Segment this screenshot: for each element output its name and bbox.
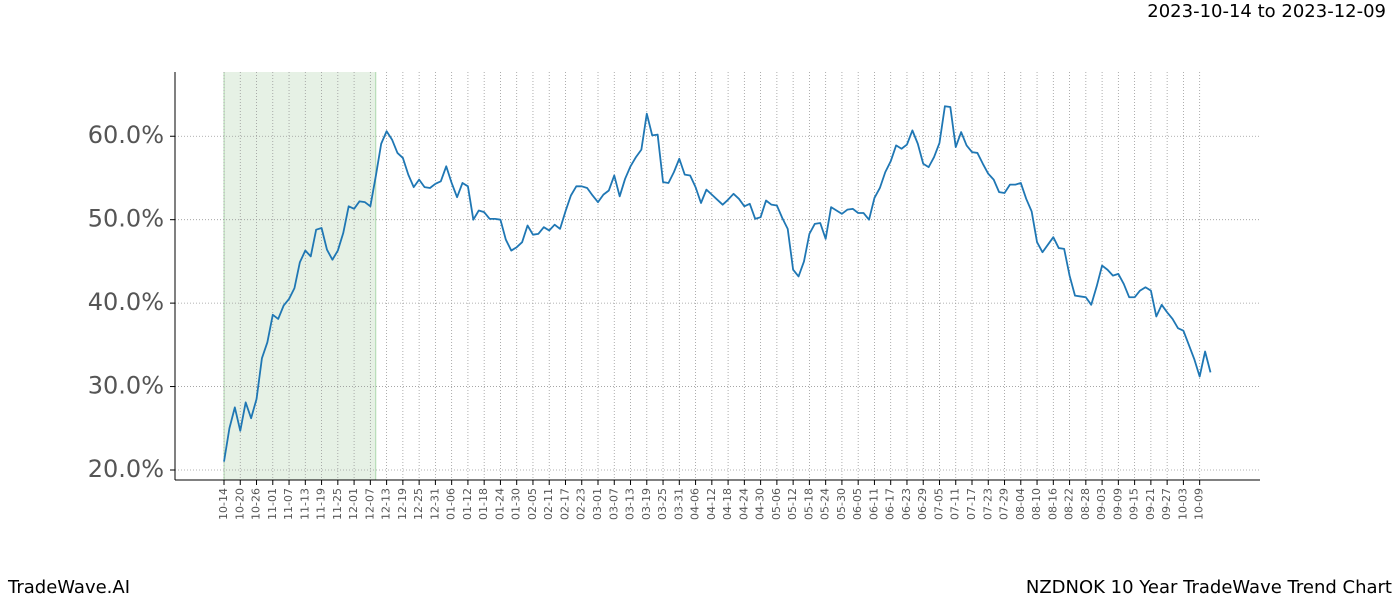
x-tick-label: 05-24 (819, 488, 832, 520)
date-range: 2023-10-14 to 2023-12-09 (1147, 1, 1386, 22)
x-tick-label: 01-30 (510, 488, 523, 520)
chart-title: NZDNOK 10 Year TradeWave Trend Chart (1026, 577, 1392, 598)
x-tick-label: 11-07 (282, 488, 295, 520)
x-tick-label: 12-07 (363, 488, 376, 520)
x-tick-label: 08-10 (1030, 488, 1043, 520)
x-tick-label: 07-11 (949, 488, 962, 520)
x-tick-label: 08-16 (1046, 488, 1059, 520)
x-tick-label: 08-28 (1079, 488, 1092, 520)
x-tick-label: 10-26 (250, 488, 263, 520)
x-tick-label: 02-17 (558, 488, 571, 520)
x-tick-label: 09-21 (1144, 488, 1157, 520)
x-tick-label: 07-05 (932, 488, 945, 520)
x-tick-label: 10-09 (1193, 488, 1206, 520)
x-tick-label: 06-05 (851, 488, 864, 520)
x-tick-label: 07-29 (998, 488, 1011, 520)
y-tick-label: 50.0% (88, 205, 164, 233)
x-tick-label: 12-19 (396, 488, 409, 520)
x-tick-label: 05-12 (786, 488, 799, 520)
x-tick-label: 04-30 (754, 488, 767, 520)
y-tick-label: 60.0% (88, 121, 164, 149)
x-tick-label: 03-01 (591, 488, 604, 520)
y-tick-label: 20.0% (88, 455, 164, 483)
x-tick-label: 07-23 (981, 488, 994, 520)
x-tick-label: 09-15 (1128, 488, 1141, 520)
x-tick-label: 09-03 (1095, 488, 1108, 520)
x-tick-label: 02-05 (526, 488, 539, 520)
x-tick-label: 07-17 (965, 488, 978, 520)
x-tick-label: 11-13 (298, 488, 311, 520)
highlight-region (224, 72, 376, 480)
x-tick-label: 10-03 (1176, 488, 1189, 520)
x-tick-label: 01-12 (461, 488, 474, 520)
x-tick-label: 03-25 (656, 488, 669, 520)
x-tick-label: 01-18 (477, 488, 490, 520)
x-tick-label: 04-18 (721, 488, 734, 520)
x-tick-label: 11-01 (266, 488, 279, 520)
x-tick-label: 10-20 (233, 488, 246, 520)
y-tick-label: 40.0% (88, 288, 164, 316)
x-tick-label: 11-25 (331, 488, 344, 520)
x-tick-label: 05-06 (770, 488, 783, 520)
x-tick-label: 08-04 (1014, 488, 1027, 520)
x-tick-label: 11-19 (315, 488, 328, 520)
x-tick-label: 06-29 (916, 488, 929, 520)
x-tick-label: 01-06 (445, 488, 458, 520)
x-tick-label: 01-24 (493, 488, 506, 520)
x-tick-label: 12-01 (347, 488, 360, 520)
x-tick-label: 04-12 (705, 488, 718, 520)
x-tick-label: 06-23 (900, 488, 913, 520)
x-tick-label: 04-24 (737, 488, 750, 520)
x-tick-label: 10-14 (217, 488, 230, 520)
x-tick-label: 12-25 (412, 488, 425, 520)
x-tick-label: 08-22 (1063, 488, 1076, 520)
x-tick-label: 05-30 (835, 488, 848, 520)
x-tick-label: 03-07 (607, 488, 620, 520)
x-tick-label: 06-17 (884, 488, 897, 520)
trend-line (223, 105, 1212, 462)
x-tick-label: 09-27 (1160, 488, 1173, 520)
brand: TradeWave.AI (7, 577, 130, 598)
x-tick-label: 02-11 (542, 488, 555, 520)
x-tick-label: 04-06 (689, 488, 702, 520)
x-tick-label: 02-23 (575, 488, 588, 520)
y-tick-label: 30.0% (88, 372, 164, 400)
x-tick-label: 06-11 (867, 488, 880, 520)
x-tick-label: 03-19 (640, 488, 653, 520)
x-tick-label: 12-31 (428, 488, 441, 520)
x-tick-label: 03-31 (672, 488, 685, 520)
x-tick-label: 12-13 (380, 488, 393, 520)
x-tick-label: 09-09 (1111, 488, 1124, 520)
x-tick-label: 03-13 (624, 488, 637, 520)
x-tick-label: 05-18 (802, 488, 815, 520)
